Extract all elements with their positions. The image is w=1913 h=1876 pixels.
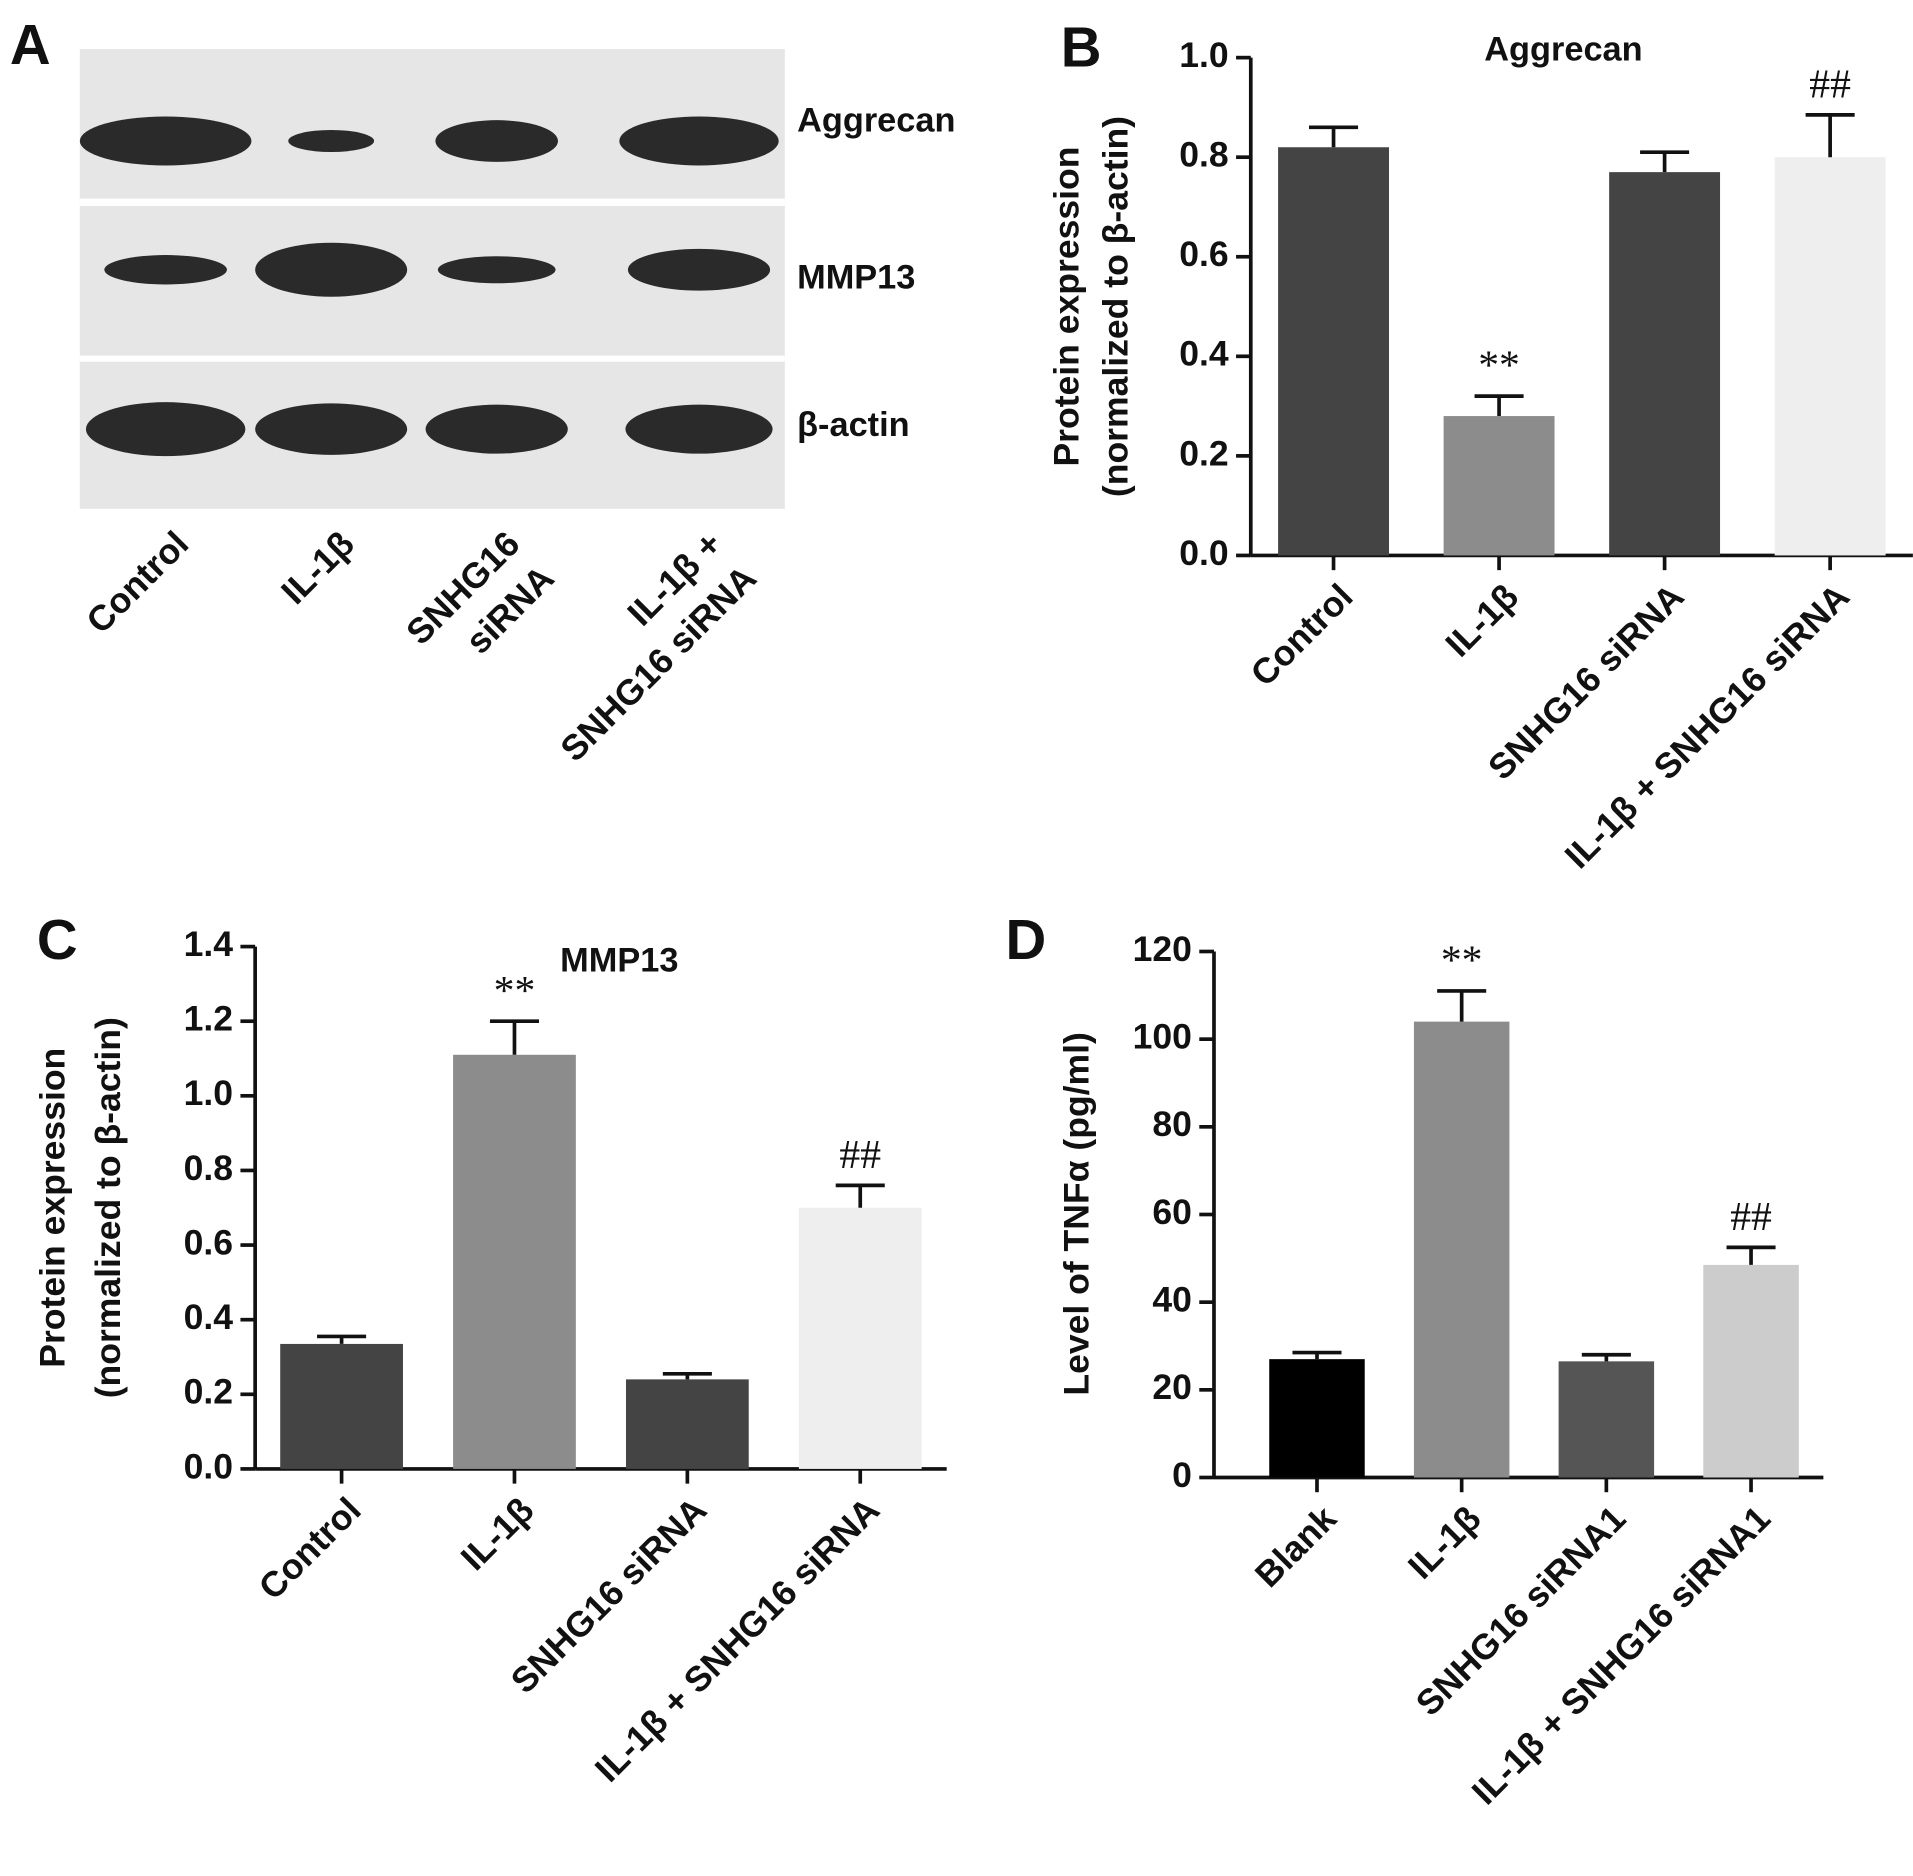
blot-band bbox=[104, 255, 227, 285]
x-tick-label: IL-1β + SNHG16 siRNA bbox=[1557, 576, 1857, 876]
blot-band bbox=[627, 248, 771, 291]
y-tick-label: 0.0 bbox=[1179, 533, 1228, 573]
blot-band bbox=[619, 116, 779, 166]
bar bbox=[1774, 157, 1886, 556]
panel-label: D bbox=[1006, 908, 1047, 971]
error-bar bbox=[662, 1371, 712, 1380]
y-tick-label: 0.4 bbox=[184, 1297, 234, 1337]
y-tick-label: 0.8 bbox=[1179, 135, 1228, 175]
significance-mark: ** bbox=[1478, 343, 1520, 389]
blot-band bbox=[437, 256, 556, 284]
significance-mark: ## bbox=[1809, 61, 1851, 107]
x-tick-label: IL-1β bbox=[1438, 576, 1526, 664]
x-tick-label: Control bbox=[1243, 576, 1361, 694]
y-tick-label: 80 bbox=[1152, 1104, 1192, 1144]
y-tick-label: 0.4 bbox=[1179, 334, 1229, 374]
bar bbox=[798, 1207, 922, 1469]
blot-band bbox=[85, 402, 246, 457]
y-tick-label: 1.0 bbox=[184, 1073, 233, 1113]
blot-band bbox=[255, 403, 408, 455]
y-tick-label: 0 bbox=[1172, 1455, 1192, 1495]
bar bbox=[1443, 416, 1555, 556]
y-tick-label: 0.6 bbox=[184, 1222, 233, 1262]
significance-mark: ## bbox=[839, 1132, 881, 1178]
significance-mark: ** bbox=[494, 968, 536, 1014]
chart-title: Aggrecan bbox=[1484, 31, 1642, 69]
error-bar bbox=[835, 1183, 885, 1208]
error-bar bbox=[1581, 1352, 1631, 1362]
blot-band bbox=[288, 129, 375, 153]
panel-label: A bbox=[10, 13, 51, 76]
bar bbox=[1413, 1021, 1510, 1478]
error-bar bbox=[1474, 394, 1524, 417]
blot-divider bbox=[79, 355, 785, 362]
y-tick-label: 20 bbox=[1152, 1367, 1192, 1407]
bar bbox=[1278, 147, 1389, 556]
error-bar bbox=[1805, 113, 1855, 158]
x-tick-label: Control bbox=[251, 1490, 369, 1608]
blot-band bbox=[79, 116, 252, 166]
x-tick-label: IL-1β + SNHG16 siRNA1 bbox=[1464, 1498, 1778, 1812]
x-tick-label: IL-1β bbox=[453, 1490, 541, 1578]
y-tick-label: 1.4 bbox=[184, 924, 234, 964]
bar bbox=[1558, 1361, 1655, 1478]
error-bar bbox=[1309, 125, 1359, 148]
x-tick-label: Blank bbox=[1247, 1498, 1344, 1595]
y-tick-label: 40 bbox=[1152, 1280, 1192, 1320]
bar bbox=[453, 1054, 576, 1469]
y-tick-label: 1.0 bbox=[1179, 35, 1228, 75]
band-label: Aggrecan bbox=[797, 102, 955, 140]
lane-label: Control bbox=[79, 524, 197, 642]
chart-title: MMP13 bbox=[560, 942, 678, 980]
y-tick-label: 0.0 bbox=[184, 1446, 233, 1486]
significance-mark: ** bbox=[1441, 938, 1483, 984]
bar bbox=[1269, 1359, 1365, 1478]
blot-band bbox=[435, 120, 559, 162]
y-tick-label: 0.6 bbox=[1179, 234, 1228, 274]
error-bar bbox=[1640, 150, 1690, 173]
panel-label: B bbox=[1061, 15, 1102, 78]
y-axis-label: (normalized to β-actin) bbox=[1096, 116, 1136, 497]
blot-band bbox=[255, 242, 408, 297]
y-axis-label: Level of TNFα (pg/ml) bbox=[1057, 1032, 1097, 1396]
panel-label: C bbox=[37, 908, 78, 971]
error-bar bbox=[1726, 1245, 1776, 1265]
error-bar bbox=[489, 1019, 539, 1055]
band-label: β-actin bbox=[797, 406, 910, 444]
error-bar bbox=[1292, 1350, 1342, 1360]
y-axis-label: Protein expression bbox=[1047, 147, 1087, 467]
blot-band bbox=[425, 404, 568, 454]
bar bbox=[280, 1343, 403, 1469]
y-tick-label: 60 bbox=[1152, 1192, 1192, 1232]
y-tick-label: 100 bbox=[1133, 1017, 1192, 1057]
bar bbox=[625, 1379, 749, 1469]
band-label: MMP13 bbox=[797, 259, 915, 297]
y-axis-label: Protein expression bbox=[33, 1048, 73, 1368]
y-axis-label: (normalized to β-actin) bbox=[88, 1017, 128, 1398]
x-tick-label: IL-1β + SNHG16 siRNA bbox=[587, 1490, 887, 1790]
y-tick-label: 0.2 bbox=[184, 1372, 233, 1412]
x-tick-label: IL-1β bbox=[1400, 1498, 1488, 1586]
y-tick-label: 120 bbox=[1133, 929, 1192, 969]
y-tick-label: 0.2 bbox=[1179, 433, 1228, 473]
bar bbox=[1703, 1264, 1799, 1478]
y-tick-label: 1.2 bbox=[184, 999, 233, 1039]
blot-band bbox=[625, 404, 773, 454]
blot-divider bbox=[79, 198, 785, 206]
error-bar bbox=[317, 1334, 367, 1344]
error-bar bbox=[1437, 989, 1487, 1022]
bar bbox=[1609, 172, 1721, 556]
y-tick-label: 0.8 bbox=[184, 1148, 233, 1188]
lane-label: IL-1β bbox=[274, 524, 362, 612]
significance-mark: ## bbox=[1730, 1194, 1772, 1240]
